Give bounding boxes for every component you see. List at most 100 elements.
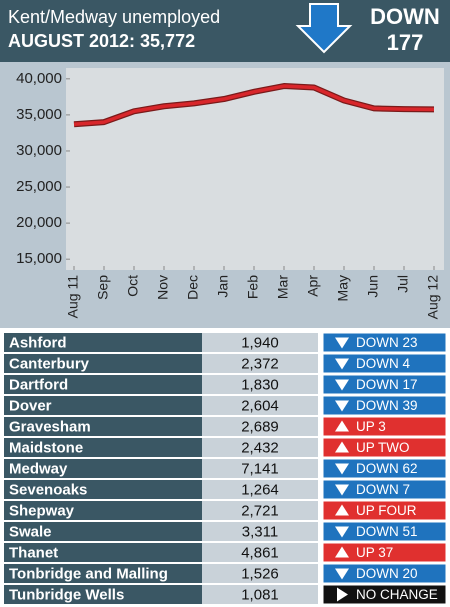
row-value: 1,264 xyxy=(241,481,279,498)
row-name: Sevenoaks xyxy=(9,481,87,498)
row-value-cell xyxy=(202,396,318,415)
x-tick-label: Feb xyxy=(245,275,261,299)
change-badge xyxy=(322,500,447,521)
row-name-cell xyxy=(4,459,202,478)
change-badge xyxy=(322,374,447,395)
y-tick-label: 20,000 xyxy=(16,214,62,231)
change-amount: 177 xyxy=(387,30,424,55)
line xyxy=(73,84,435,127)
x-tick-label: Sep xyxy=(95,275,111,300)
row-name-cell xyxy=(4,522,202,541)
change-badge xyxy=(322,584,447,605)
x-tick-label: Nov xyxy=(155,275,171,300)
row-name: Tonbridge and Malling xyxy=(9,565,168,582)
x-tick-label: Jun xyxy=(365,275,381,298)
row-name: Maidstone xyxy=(9,439,83,456)
row-name-cell xyxy=(4,333,202,352)
row-name-cell xyxy=(4,396,202,415)
row-value: 2,721 xyxy=(241,502,279,519)
row-name-cell xyxy=(4,354,202,373)
change-badge xyxy=(322,542,447,563)
change-label: DOWN 39 xyxy=(356,398,418,413)
change-icon xyxy=(335,420,349,432)
title: Kent/Medway unemployed xyxy=(8,7,220,27)
x-tick-label: Jan xyxy=(215,275,231,298)
y-tick-label: 25,000 xyxy=(16,178,62,195)
change-badge xyxy=(322,416,447,437)
change-icon xyxy=(335,358,349,370)
x-tick-label: Oct xyxy=(125,275,141,297)
row-value: 1,526 xyxy=(241,565,279,582)
row-value: 2,689 xyxy=(241,418,279,435)
row-name: Tunbridge Wells xyxy=(9,586,124,603)
change-label: DOWN 17 xyxy=(356,377,418,392)
change-label: UP 3 xyxy=(356,419,386,434)
change-icon xyxy=(337,587,348,602)
change-badge xyxy=(322,521,447,542)
row-value-cell xyxy=(202,438,318,457)
row-name: Gravesham xyxy=(9,418,91,435)
change-label: NO CHANGE xyxy=(356,587,438,602)
change-badge xyxy=(322,563,447,584)
y-tick-label: 30,000 xyxy=(16,142,62,159)
down-arrow xyxy=(295,3,353,54)
change-icon xyxy=(335,379,349,391)
plot-area xyxy=(66,68,444,270)
y-tick-label: 35,000 xyxy=(16,106,62,123)
row-value-cell xyxy=(202,354,318,373)
change-label: UP TWO xyxy=(356,440,410,455)
change-icon xyxy=(335,463,349,475)
change-label: UP 37 xyxy=(356,545,393,560)
row-value-cell xyxy=(202,480,318,499)
change-label: DOWN 23 xyxy=(356,335,418,350)
x-tick-label: Aug 12 xyxy=(425,275,441,320)
row-name: Dartford xyxy=(9,376,68,393)
change-badge xyxy=(322,395,447,416)
x-tick-label: Apr xyxy=(305,275,321,297)
subtitle: AUGUST 2012: 35,772 xyxy=(8,31,195,51)
row-name-cell xyxy=(4,417,202,436)
change-icon xyxy=(335,441,349,453)
y-tick-label: 40,000 xyxy=(16,70,62,87)
row-name-cell xyxy=(4,585,202,604)
row-value: 2,372 xyxy=(241,355,279,372)
row-name: Canterbury xyxy=(9,355,90,372)
change-badge xyxy=(322,479,447,500)
row-value: 7,141 xyxy=(241,460,279,477)
row-name: Medway xyxy=(9,460,68,477)
change-badge xyxy=(322,437,447,458)
change-word: DOWN xyxy=(370,4,440,29)
row-name: Thanet xyxy=(9,544,58,561)
row-value-cell xyxy=(202,375,318,394)
x-tick-label: Dec xyxy=(185,275,201,300)
change-label: UP FOUR xyxy=(356,503,417,518)
change-icon xyxy=(335,546,349,558)
row-value: 3,311 xyxy=(242,523,278,540)
change-badge xyxy=(322,353,447,374)
row-name: Dover xyxy=(9,397,52,414)
change-label: DOWN 4 xyxy=(356,356,410,371)
row-value-cell xyxy=(202,501,318,520)
change-label: DOWN 20 xyxy=(356,566,418,581)
row-name: Swale xyxy=(9,523,52,540)
row-value: 2,604 xyxy=(241,397,279,414)
row-name: Ashford xyxy=(9,334,67,351)
row-value-cell xyxy=(202,543,318,562)
row-value-cell xyxy=(202,564,318,583)
row-name-cell xyxy=(4,501,202,520)
row-value: 4,861 xyxy=(241,544,279,561)
row-name: Shepway xyxy=(9,502,75,519)
change-label: DOWN 62 xyxy=(356,461,418,476)
x-tick-label: Aug 11 xyxy=(65,275,81,319)
change-icon xyxy=(335,526,349,538)
x-tick-label: May xyxy=(335,275,351,301)
y-tick-label: 15,000 xyxy=(16,250,62,267)
row-value-cell xyxy=(202,585,318,604)
change-icon xyxy=(335,484,349,496)
row-name-cell xyxy=(4,480,202,499)
x-tick-label: Mar xyxy=(275,275,291,299)
change-icon xyxy=(335,337,349,349)
row-value-cell xyxy=(202,417,318,436)
row-value-cell xyxy=(202,333,318,352)
row-value-cell xyxy=(202,459,318,478)
